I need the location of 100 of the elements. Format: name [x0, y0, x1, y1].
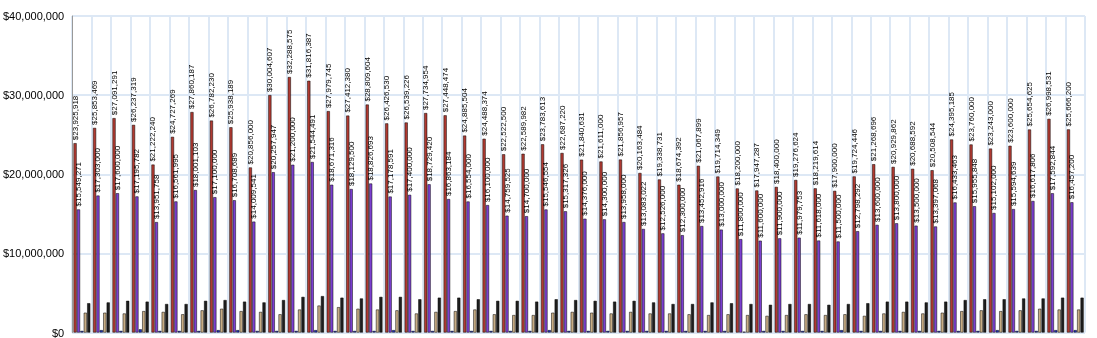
- data-label: $18,826,693: [366, 135, 376, 181]
- bar: [184, 304, 188, 333]
- data-label: $27,734,954: [421, 65, 431, 111]
- bar: [418, 299, 422, 333]
- bar: [320, 296, 325, 333]
- bar: [768, 304, 772, 333]
- bar: [749, 304, 753, 333]
- bar: [126, 300, 130, 333]
- bar: [885, 301, 889, 333]
- bar: [827, 304, 831, 333]
- bar: [729, 303, 734, 333]
- data-label: $16,561,995: [171, 153, 181, 199]
- data-label: $20,929,862: [888, 118, 898, 164]
- data-label: $17,947,287: [752, 142, 762, 188]
- data-label: $18,674,392: [674, 136, 684, 182]
- bar: [229, 127, 233, 333]
- data-label: $14,700,000: [521, 168, 531, 214]
- bar: [963, 300, 967, 333]
- data-label: $11,500,000: [833, 194, 843, 239]
- bar: [1080, 297, 1084, 333]
- data-label: $17,303,000: [93, 147, 103, 193]
- bar: [521, 153, 525, 333]
- bar: [579, 159, 584, 333]
- bar: [404, 122, 408, 333]
- bar: [165, 304, 169, 333]
- data-label: $21,856,957: [615, 111, 625, 157]
- bar: [301, 296, 305, 333]
- bar: [540, 144, 545, 333]
- bar: [599, 161, 603, 333]
- data-label: $28,809,604: [362, 56, 372, 102]
- bar: [346, 115, 350, 333]
- bar: [359, 298, 363, 333]
- bar: [872, 164, 876, 333]
- data-label: $18,219,614: [810, 140, 820, 186]
- bar: [515, 300, 519, 333]
- bar: [632, 300, 636, 333]
- bar: [554, 299, 558, 333]
- data-label: $18,200,000: [732, 140, 742, 186]
- data-label: $19,724,446: [849, 128, 859, 174]
- data-label: $27,412,380: [343, 67, 353, 113]
- data-label: $15,594,639: [1008, 161, 1018, 207]
- data-label: $26,539,226: [401, 74, 411, 120]
- data-label: $25,654,625: [1024, 81, 1034, 127]
- data-label: $11,979,753: [794, 190, 804, 235]
- data-label: $16,554,000: [463, 153, 473, 199]
- bar: [112, 118, 116, 333]
- bar: [1041, 298, 1045, 333]
- data-label: $13,452,916: [697, 178, 707, 224]
- bar: [262, 302, 266, 333]
- bar: [755, 190, 759, 333]
- data-label: $23,783,613: [538, 96, 548, 142]
- bar: [281, 300, 286, 333]
- bar: [774, 186, 778, 333]
- bar: [716, 176, 720, 333]
- data-label: $23,600,000: [1005, 97, 1015, 143]
- data-label: $15,317,326: [560, 163, 570, 209]
- bar: [437, 297, 441, 333]
- data-label: $23,243,000: [986, 100, 996, 146]
- bar: [983, 299, 987, 333]
- data-label: $27,448,474: [440, 67, 450, 113]
- bar: [710, 302, 714, 333]
- data-label: $26,237,319: [129, 76, 139, 122]
- data-label: $22,522,500: [499, 106, 509, 152]
- bar: [807, 304, 811, 333]
- bar: [170, 136, 175, 333]
- data-label: $21,840,631: [577, 111, 586, 157]
- bar: [476, 299, 480, 333]
- bar: [268, 95, 272, 333]
- bar: [145, 301, 149, 333]
- data-label: $13,397,068: [931, 178, 941, 224]
- bar: [696, 165, 700, 333]
- data-label: $21,611,000: [596, 114, 606, 159]
- bar: [307, 80, 311, 333]
- data-label: $23,760,000: [966, 96, 976, 142]
- data-label: $27,860,187: [187, 64, 197, 110]
- data-label: $11,900,000: [775, 190, 785, 236]
- data-label: $18,729,420: [424, 136, 434, 182]
- bar: [131, 124, 136, 333]
- data-label: $18,400,000: [771, 138, 781, 184]
- data-label: $17,600,000: [112, 145, 122, 191]
- data-label: $13,951,758: [151, 174, 161, 220]
- bar: [911, 168, 915, 333]
- bar: [443, 115, 447, 333]
- y-tick-label: $0: [51, 326, 65, 338]
- bar: [1002, 299, 1006, 333]
- data-label: $19,338,731: [654, 131, 664, 177]
- bar: [190, 112, 194, 333]
- bar: [496, 300, 500, 333]
- data-label: $30,004,607: [265, 47, 275, 93]
- data-label: $17,100,000: [210, 149, 220, 195]
- data-label: $26,998,531: [1044, 70, 1054, 116]
- data-label: $18,671,316: [327, 136, 337, 182]
- data-label: $21,200,000: [288, 116, 298, 162]
- data-label: $27,979,745: [323, 63, 333, 109]
- bar: [638, 172, 642, 333]
- data-label: $19,276,624: [791, 131, 801, 177]
- data-label: $20,508,544: [927, 122, 937, 168]
- data-label: $16,863,184: [444, 151, 454, 197]
- bar: [1047, 118, 1051, 333]
- bar: [924, 302, 928, 333]
